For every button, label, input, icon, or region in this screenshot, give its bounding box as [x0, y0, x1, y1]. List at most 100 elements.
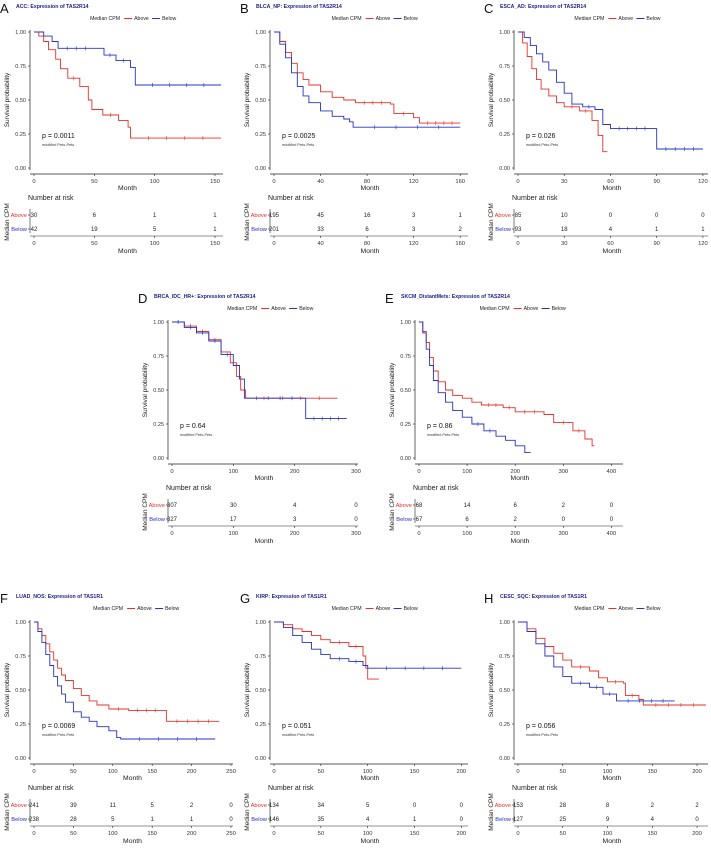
y-tick-label: 0.00 — [400, 456, 411, 462]
risk-count-above: 1 — [459, 213, 463, 219]
risk-x-tick-label: 200 — [510, 531, 520, 537]
legend-title: Median CPM — [332, 606, 362, 612]
risk-x-tick-label: 150 — [147, 831, 157, 837]
risk-count-above: 85 — [515, 213, 522, 219]
x-axis-label: Month — [123, 775, 142, 782]
risk-x-tick-label: 40 — [317, 241, 323, 247]
x-tick-label: 200 — [692, 769, 702, 775]
x-tick-label: 0 — [272, 179, 275, 185]
y-tick-label: 0.00 — [15, 166, 26, 172]
p-value: p = 0.026 — [526, 133, 555, 140]
x-tick-label: 150 — [410, 769, 420, 775]
y-tick-label: 0.75 — [153, 354, 164, 360]
panel-letter: H — [484, 591, 493, 606]
x-tick-label: 400 — [607, 469, 617, 475]
risk-x-tick-label: 120 — [409, 241, 419, 247]
panel-d: D BRCA_IDC_HR+: Expression of TAS2R14 Medi… — [138, 291, 361, 545]
panel-c: C ESCA_AD: Expression of TAS2R14 Median CP… — [484, 1, 708, 255]
risk-row-label-above: Above — [251, 213, 267, 219]
risk-row-label-below: Below — [495, 227, 512, 233]
risk-row-label-above: Above — [251, 803, 267, 809]
risk-count-above: 5 — [366, 803, 370, 809]
y-tick-label: 1.00 — [255, 30, 266, 36]
legend-above-label: Above — [376, 16, 391, 22]
risk-x-tick-label: 200 — [290, 531, 300, 537]
risk-table-title: Number at risk — [28, 195, 74, 202]
x-axis-label: Month — [118, 185, 137, 192]
risk-x-tick-label: 50 — [318, 831, 324, 837]
risk-x-axis-label: Month — [255, 538, 274, 545]
km-curve-below — [34, 621, 216, 740]
risk-count-below: 5 — [111, 817, 115, 823]
y-axis-label: Survival probability — [4, 662, 11, 717]
risk-x-tick-label: 90 — [653, 241, 659, 247]
p-value: p = 0.86 — [427, 423, 453, 430]
risk-table: Number at risk Median CPM Above Below 68 67 14… — [389, 485, 623, 545]
risk-x-tick-label: 200 — [187, 831, 197, 837]
risk-count-below: 1 — [190, 817, 194, 823]
method-note: modified Peto-Peto — [42, 733, 74, 737]
risk-table-title: Number at risk — [512, 785, 558, 792]
y-tick-label: 0.00 — [499, 166, 510, 172]
legend-title: Median CPM — [227, 306, 257, 312]
risk-count-above: 0 — [655, 213, 659, 219]
risk-row-label-above: Above — [396, 503, 412, 509]
risk-table: Number at risk Median CPM Above Below 153 127… — [488, 785, 708, 845]
risk-table: Number at risk Median CPM Above Below 30 42 6 1… — [4, 195, 223, 255]
risk-count-below: 0 — [695, 817, 699, 823]
risk-x-tick-label: 50 — [70, 831, 76, 837]
y-tick-label: 1.00 — [15, 620, 26, 626]
risk-table-title: Number at risk — [268, 785, 314, 792]
y-axis-label: Survival probability — [488, 72, 495, 127]
risk-table-title: Number at risk — [166, 485, 212, 492]
risk-x-tick-label: 100 — [462, 531, 472, 537]
risk-table-ylabel: Median CPM — [4, 203, 11, 241]
x-tick-label: 40 — [317, 179, 323, 185]
panel-letter: B — [240, 1, 249, 16]
panel-title: SKCM_DistantMets: Expression of TAS2R14 — [401, 294, 510, 300]
risk-count-above: 16 — [364, 213, 371, 219]
risk-count-below: 0 — [610, 517, 614, 523]
risk-x-tick-label: 100 — [603, 831, 613, 837]
panel-title: BRCA_IDC_HR+: Expression of TAS2R14 — [154, 294, 256, 300]
risk-count-above: 14 — [464, 503, 471, 509]
panel-letter: F — [0, 591, 8, 606]
y-tick-label: 0.75 — [255, 64, 266, 70]
risk-count-below: 1 — [701, 227, 705, 233]
risk-count-above: 3 — [412, 213, 416, 219]
y-tick-label: 1.00 — [15, 30, 26, 36]
x-tick-label: 50 — [70, 769, 76, 775]
risk-count-above: 134 — [269, 803, 280, 809]
y-tick-label: 0.00 — [255, 166, 266, 172]
risk-count-below: 6 — [365, 227, 369, 233]
y-tick-label: 0.50 — [15, 98, 26, 104]
method-note: modified Peto-Peto — [42, 143, 74, 147]
legend-title: Median CPM — [480, 306, 510, 312]
risk-x-tick-label: 60 — [607, 241, 613, 247]
risk-row-label-above: Above — [11, 803, 27, 809]
risk-count-below: 2 — [514, 517, 518, 523]
risk-count-below: 2 — [459, 227, 463, 233]
legend-above-label: Above — [271, 306, 286, 312]
risk-x-tick-label: 100 — [228, 531, 238, 537]
risk-x-tick-label: 300 — [351, 531, 361, 537]
x-tick-label: 100 — [363, 769, 373, 775]
risk-count-above: 28 — [559, 803, 566, 809]
x-tick-label: 30 — [561, 179, 567, 185]
legend-below-label: Below — [299, 306, 313, 312]
risk-count-below: 3 — [412, 227, 416, 233]
panel-f: F LUAD_NOS: Expression of TAS1R1 Median CP… — [0, 591, 236, 845]
risk-count-above: 307 — [167, 503, 178, 509]
legend: Median CPM Above Below — [480, 306, 566, 312]
risk-count-below: 0 — [460, 817, 464, 823]
risk-x-tick-label: 150 — [410, 831, 420, 837]
x-tick-label: 120 — [698, 179, 708, 185]
risk-count-above: 0 — [413, 803, 417, 809]
x-tick-label: 100 — [108, 769, 118, 775]
y-tick-label: 0.25 — [15, 722, 26, 728]
km-curve-below — [419, 321, 531, 454]
risk-x-tick-label: 100 — [363, 831, 373, 837]
y-axis-label: Survival probability — [244, 662, 251, 717]
km-curve-above — [34, 31, 221, 139]
